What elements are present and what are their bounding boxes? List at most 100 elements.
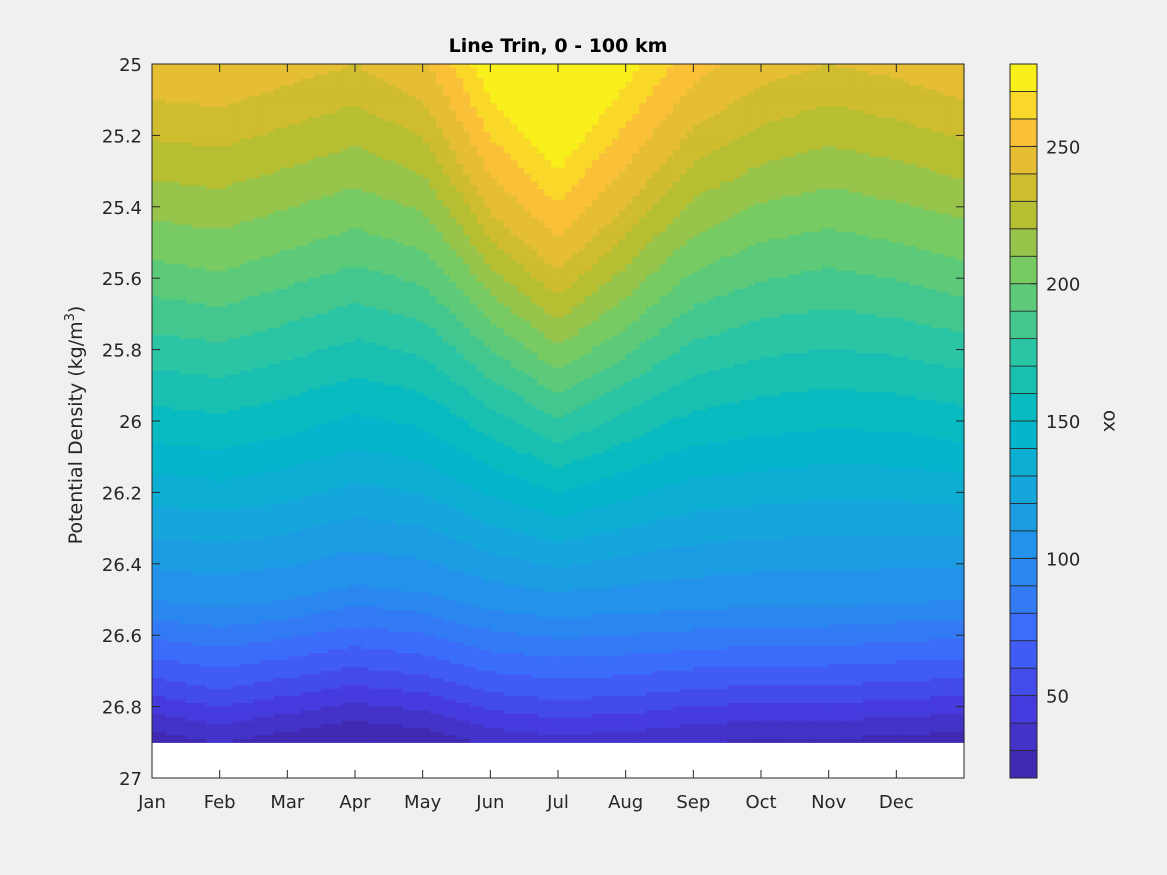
contour-cell — [429, 78, 436, 82]
contour-cell — [930, 85, 937, 89]
contour-cell — [531, 71, 538, 75]
contour-cell — [470, 89, 477, 93]
contour-cell — [199, 153, 206, 157]
contour-cell — [450, 168, 457, 172]
contour-cell — [910, 132, 917, 136]
contour-cell — [605, 168, 612, 172]
contour-cell — [301, 89, 308, 93]
contour-cell — [544, 89, 551, 93]
contour-cell — [287, 132, 294, 136]
contour-cell — [781, 171, 788, 175]
contour-cell — [213, 164, 220, 168]
contour-cell — [511, 121, 518, 125]
contour-cell — [416, 107, 423, 111]
contour-cell — [626, 93, 633, 97]
contour-cell — [402, 135, 409, 139]
contour-cell — [551, 110, 558, 114]
contour-cell — [599, 157, 606, 161]
contour-cell — [267, 157, 274, 161]
contour-cell — [626, 153, 633, 157]
contour-cell — [193, 71, 200, 75]
contour-cell — [727, 68, 734, 72]
contour-cell — [226, 100, 233, 104]
contour-cell — [443, 175, 450, 179]
contour-cell — [788, 107, 795, 111]
contour-cell — [220, 100, 227, 104]
contour-cell — [511, 89, 518, 93]
contour-cell — [781, 93, 788, 97]
contour-cell — [815, 168, 822, 172]
contour-cell — [294, 71, 301, 75]
contour-cell — [517, 132, 524, 136]
contour-cell — [382, 146, 389, 150]
contour-cell — [768, 93, 775, 97]
contour-cell — [896, 171, 903, 175]
contour-cell — [355, 139, 362, 143]
contour-cell — [301, 160, 308, 164]
contour-cell — [348, 89, 355, 93]
contour-cell — [741, 125, 748, 129]
contour-cell — [362, 110, 369, 114]
contour-cell — [260, 107, 267, 111]
contour-cell — [741, 93, 748, 97]
contour-cell — [653, 164, 660, 168]
contour-cell — [605, 175, 612, 179]
contour-cell — [720, 96, 727, 100]
contour-cell — [416, 146, 423, 150]
contour-cell — [876, 75, 883, 79]
contour-cell — [531, 64, 538, 68]
contour-cell — [572, 118, 579, 122]
contour-cell — [592, 107, 599, 111]
contour-cell — [375, 171, 382, 175]
contour-cell — [199, 78, 206, 82]
contour-cell — [429, 121, 436, 125]
contour-cell — [524, 75, 531, 79]
contour-cell — [375, 160, 382, 164]
contour-cell — [829, 160, 836, 164]
contour-cell — [599, 150, 606, 154]
contour-cell — [314, 85, 321, 89]
contour-cell — [267, 121, 274, 125]
contour-cell — [666, 143, 673, 147]
contour-cell — [572, 64, 579, 68]
contour-cell — [328, 135, 335, 139]
contour-cell — [463, 93, 470, 97]
contour-cell — [693, 114, 700, 118]
contour-cell — [761, 164, 768, 168]
contour-cell — [301, 85, 308, 89]
contour-cell — [186, 93, 193, 97]
contour-cell — [172, 89, 179, 93]
contour-cell — [592, 71, 599, 75]
contour-cell — [152, 153, 159, 157]
contour-cell — [849, 82, 856, 86]
contour-cell — [490, 157, 497, 161]
contour-cell — [660, 157, 667, 161]
contour-cell — [565, 110, 572, 114]
contour-cell — [538, 68, 545, 72]
contour-cell — [605, 68, 612, 72]
contour-cell — [869, 164, 876, 168]
contour-cell — [484, 135, 491, 139]
contour-cell — [693, 121, 700, 125]
contour-cell — [281, 121, 288, 125]
contour-cell — [565, 150, 572, 154]
contour-cell — [815, 146, 822, 150]
contour-cell — [416, 128, 423, 132]
contour-cell — [639, 64, 646, 68]
contour-cell — [612, 78, 619, 82]
contour-cell — [335, 110, 342, 114]
contour-cell — [159, 157, 166, 161]
contour-cell — [497, 160, 504, 164]
contour-cell — [484, 114, 491, 118]
contour-cell — [172, 85, 179, 89]
contour-cell — [808, 100, 815, 104]
contour-cell — [308, 125, 315, 129]
contour-cell — [416, 75, 423, 79]
contour-cell — [233, 139, 240, 143]
contour-cell — [470, 150, 477, 154]
contour-cell — [470, 68, 477, 72]
contour-cell — [599, 118, 606, 122]
contour-cell — [477, 171, 484, 175]
contour-cell — [957, 78, 964, 82]
contour-cell — [768, 103, 775, 107]
